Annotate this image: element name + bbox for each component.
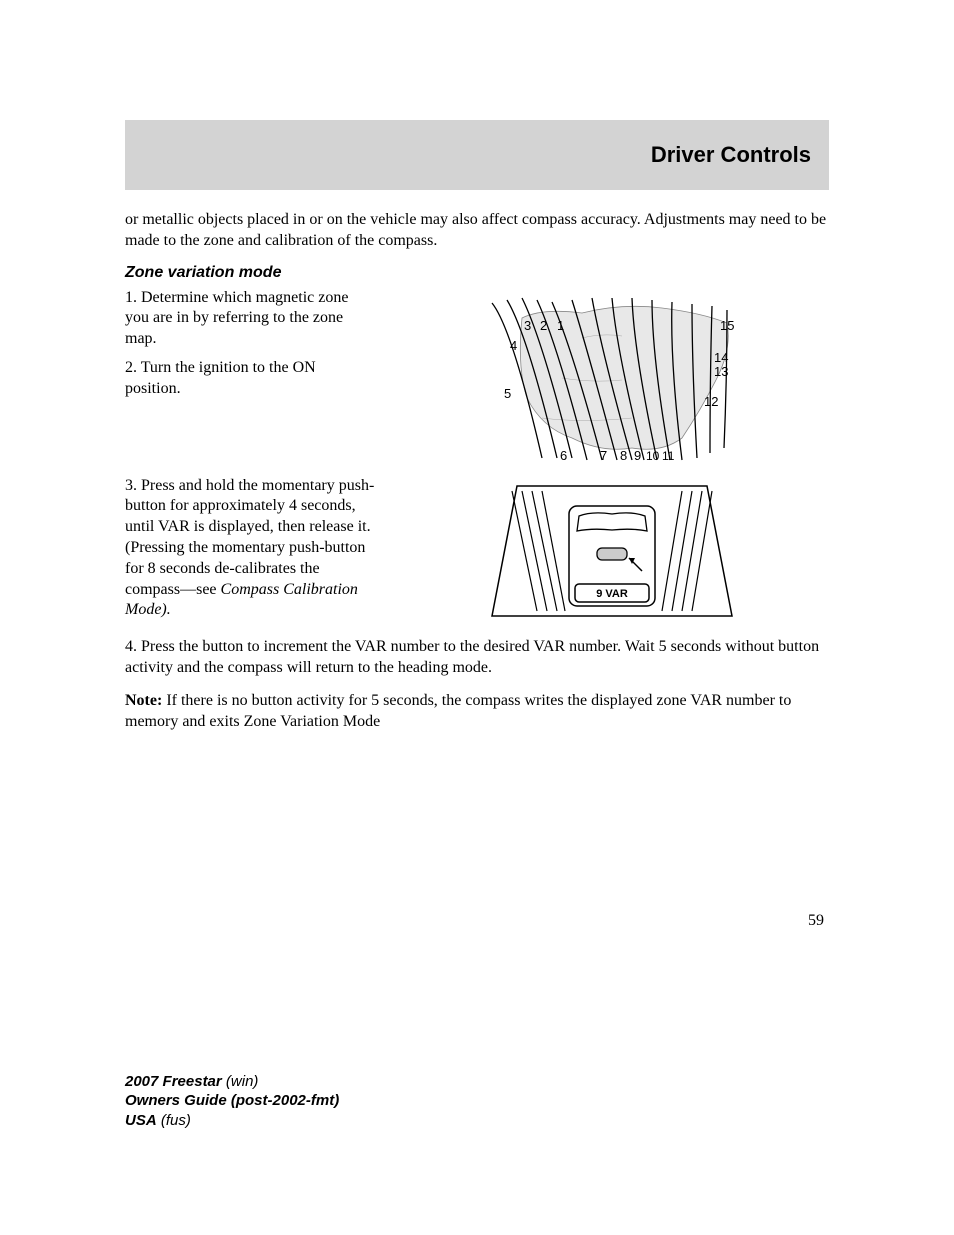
footer-fus: (fus) [157,1112,191,1129]
step-1: 1. Determine which magnetic zone you are… [125,288,375,350]
zone-label-1: 1 [557,318,564,333]
footer-win: (win) [222,1073,259,1090]
footer-usa: USA [125,1112,157,1129]
footer: 2007 Freestar (win) Owners Guide (post-2… [125,1072,339,1131]
step-2: 2. Turn the ignition to the ON position. [125,358,375,400]
zone-label-14: 14 [714,350,728,365]
zone-label-8: 8 [620,448,627,463]
zone-label-3: 3 [524,318,531,333]
page-number: 59 [125,912,829,930]
zone-label-9: 9 [634,448,641,463]
footer-line-1: 2007 Freestar (win) [125,1072,339,1092]
steps-text-col: 1. Determine which magnetic zone you are… [125,288,375,468]
zone-label-12: 12 [704,394,718,409]
zone-map-container: 1 2 3 4 5 6 7 8 9 10 11 12 13 14 15 [395,288,829,468]
step3-text: 3. Press and hold the momentary push-but… [125,477,374,598]
console-diagram-container: 9 VAR [395,476,829,630]
zone-variation-heading: Zone variation mode [125,264,829,282]
overhead-console-diagram: 9 VAR [487,476,737,626]
step-1-2-row: 1. Determine which magnetic zone you are… [125,288,829,468]
note-label: Note: [125,692,162,709]
zone-label-5: 5 [504,386,511,401]
footer-model: 2007 Freestar [125,1073,222,1090]
step-3: 3. Press and hold the momentary push-but… [125,476,375,622]
footer-line-3: USA (fus) [125,1111,339,1131]
note-paragraph: Note: If there is no button activity for… [125,691,829,733]
step-3-row: 3. Press and hold the momentary push-but… [125,476,829,630]
zone-label-13: 13 [714,364,728,379]
zone-label-7: 7 [600,448,607,463]
zone-label-4: 4 [510,338,517,353]
zone-label-6: 6 [560,448,567,463]
zone-label-11: 11 [662,449,675,463]
zone-label-10: 10 [646,449,660,463]
zone-label-2: 2 [540,318,547,333]
section-header: Driver Controls [125,120,829,190]
display-text: 9 VAR [596,588,628,600]
step3-text-col: 3. Press and hold the momentary push-but… [125,476,375,630]
note-text: If there is no button activity for 5 sec… [125,692,791,730]
step-4: 4. Press the button to increment the VAR… [125,637,829,679]
header-title: Driver Controls [651,142,811,168]
zone-label-15: 15 [720,318,734,333]
zone-map-diagram: 1 2 3 4 5 6 7 8 9 10 11 12 13 14 15 [482,288,742,468]
intro-paragraph: or metallic objects placed in or on the … [125,210,829,252]
footer-line-2: Owners Guide (post-2002-fmt) [125,1091,339,1111]
